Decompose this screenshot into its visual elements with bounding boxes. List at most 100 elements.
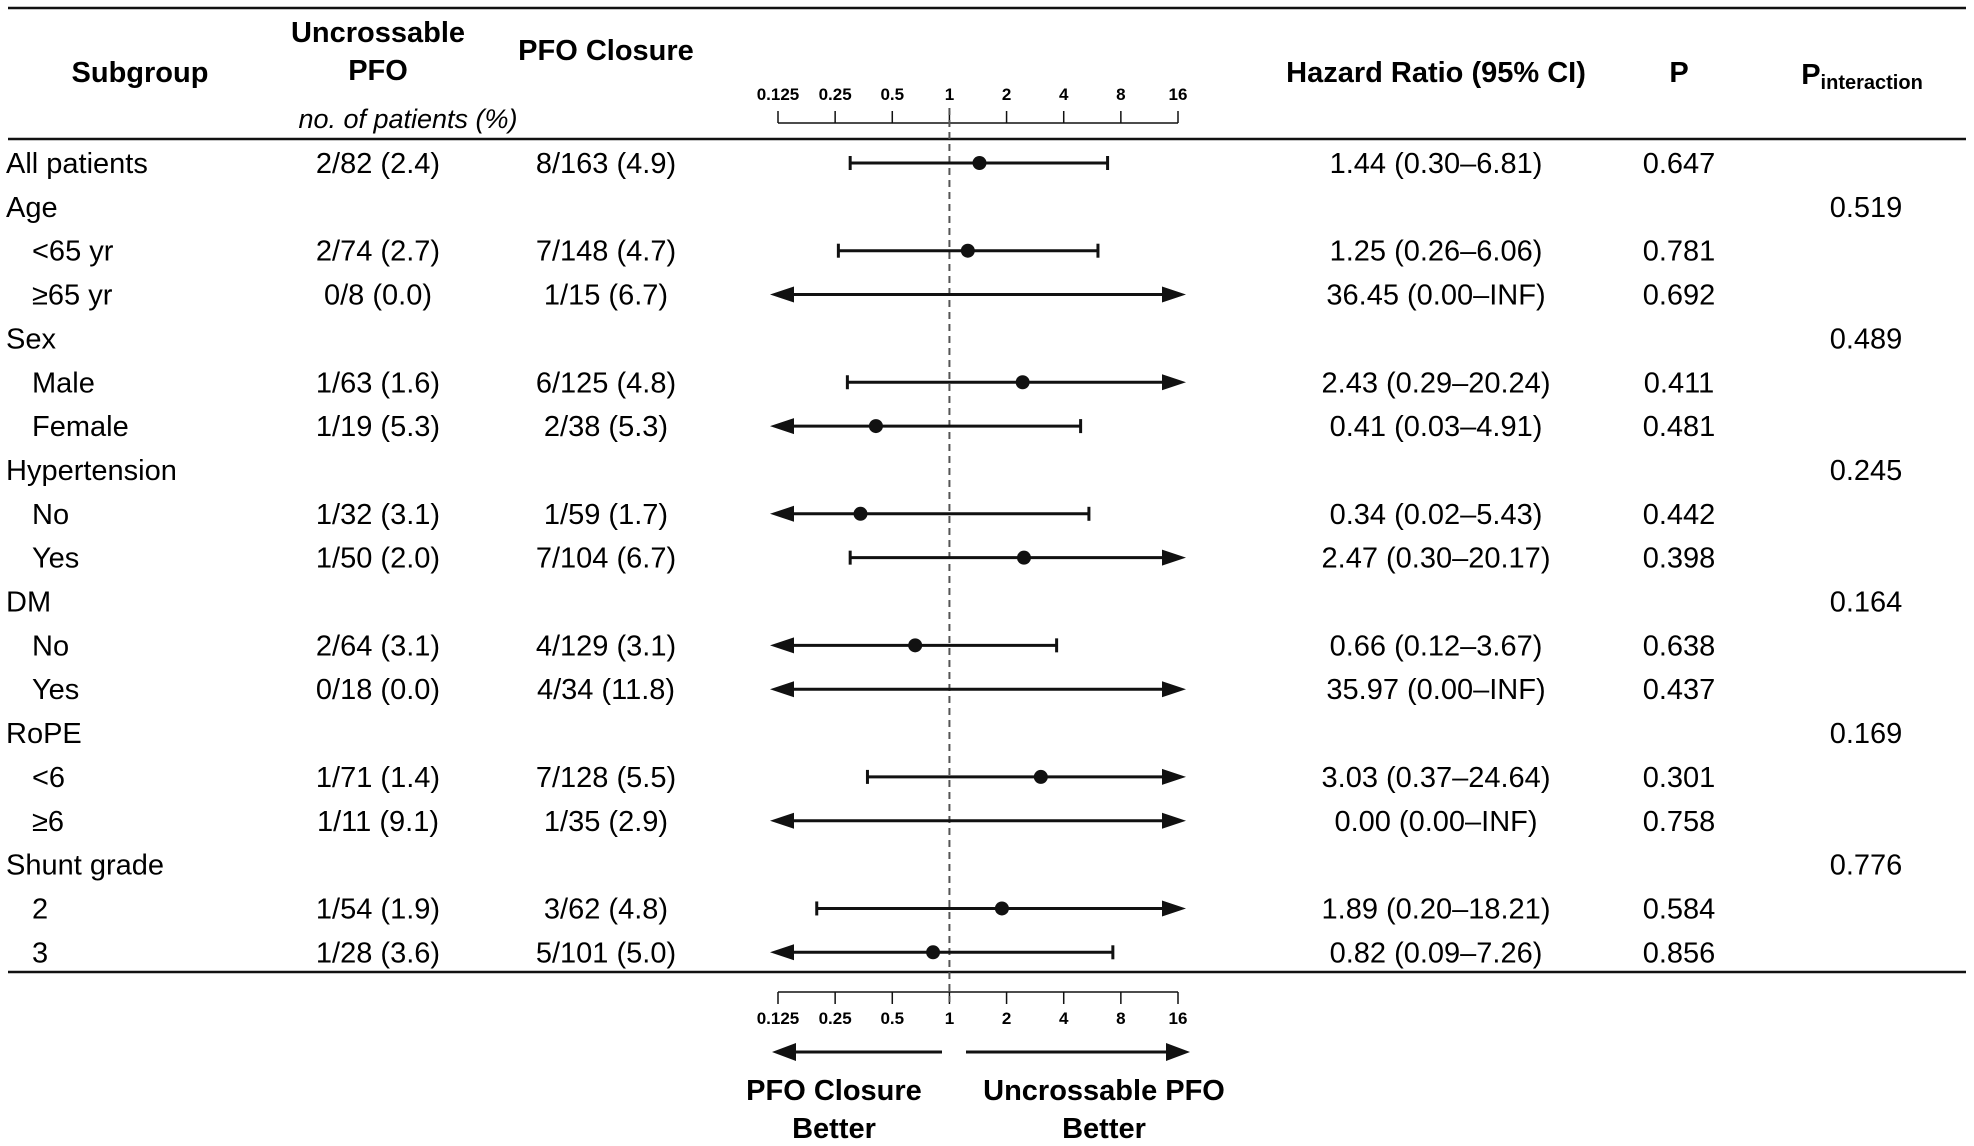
- uncrossable-value: 1/19 (5.3): [316, 411, 440, 443]
- point-estimate: [994, 901, 1009, 916]
- closure-value: 7/104 (6.7): [536, 543, 676, 575]
- table-row: All patients 2/82 (2.4) 8/163 (4.9) 1.44 (0…: [6, 148, 1715, 180]
- table-row: No 2/64 (3.1) 4/129 (3.1) 0.66 (0.12–3.67) 0…: [32, 630, 1715, 662]
- p-value: 0.647: [1643, 148, 1716, 180]
- header-p-interaction-main: P: [1801, 59, 1820, 91]
- right-direction-label-line2: Better: [1062, 1113, 1146, 1145]
- row-label: RoPE: [6, 718, 82, 750]
- closure-value: 8/163 (4.9): [536, 148, 676, 180]
- ci-right-arrowhead: [1162, 900, 1186, 917]
- row-label: ≥65 yr: [32, 280, 113, 312]
- closure-value: 7/148 (4.7): [536, 236, 676, 268]
- hazard-ratio-value: 0.34 (0.02–5.43): [1330, 499, 1543, 531]
- closure-value: 4/129 (3.1): [536, 630, 676, 662]
- row-label: No: [32, 630, 69, 662]
- bottom-axis: 0.125 0.25 0.5 1 2 4 8 16: [757, 991, 1187, 1028]
- p-value: 0.437: [1643, 674, 1716, 706]
- p-value: 0.481: [1643, 411, 1716, 443]
- table-row: Hypertension 0.245: [6, 455, 1902, 487]
- uncrossable-value: 1/54 (1.9): [316, 893, 440, 925]
- uncrossable-value: 1/63 (1.6): [316, 367, 440, 399]
- point-estimate: [868, 419, 883, 434]
- p-interaction-value: 0.164: [1830, 587, 1903, 619]
- table-rows: All patients 2/82 (2.4) 8/163 (4.9) 1.44 (0…: [6, 148, 1902, 969]
- uncrossable-value: 0/8 (0.0): [324, 280, 432, 312]
- point-estimate: [926, 945, 941, 960]
- uncrossable-value: 2/82 (2.4): [316, 148, 440, 180]
- table-row: No 1/32 (3.1) 1/59 (1.7) 0.34 (0.02–5.43) 0.…: [32, 499, 1715, 531]
- row-label: Hypertension: [6, 455, 177, 487]
- top-axis-tick-label: 16: [1169, 85, 1188, 104]
- closure-value: 5/101 (5.0): [536, 937, 676, 969]
- table-row: Age 0.519: [6, 192, 1902, 224]
- bottom-axis-tick-label: 4: [1059, 1009, 1069, 1028]
- table-row: RoPE 0.169: [6, 718, 1902, 750]
- table-header: Subgroup Uncrossable PFO PFO Closure no.…: [72, 17, 1923, 134]
- table-row: 3 1/28 (3.6) 5/101 (5.0) 0.82 (0.09–7.26) 0.…: [32, 937, 1715, 969]
- table-row: DM 0.164: [6, 587, 1902, 619]
- closure-value: 7/128 (5.5): [536, 762, 676, 794]
- header-subgroup: Subgroup: [72, 57, 209, 89]
- row-label: ≥6: [32, 806, 64, 838]
- point-estimate: [908, 638, 923, 653]
- p-interaction-value: 0.169: [1830, 718, 1903, 750]
- row-label: Yes: [32, 674, 79, 706]
- header-patients-note: no. of patients (%): [298, 104, 517, 134]
- header-p-interaction-sub: interaction: [1821, 72, 1923, 94]
- row-label: 3: [32, 937, 48, 969]
- header-uncrossable-line2: PFO: [348, 55, 408, 87]
- p-value: 0.442: [1643, 499, 1716, 531]
- hazard-ratio-value: 35.97 (0.00–INF): [1326, 674, 1545, 706]
- bottom-axis-tick-label: 0.125: [757, 1009, 800, 1028]
- p-value: 0.781: [1643, 236, 1716, 268]
- row-label: <65 yr: [32, 236, 114, 268]
- point-estimate: [960, 243, 975, 258]
- right-direction-label-line1: Uncrossable PFO: [983, 1075, 1225, 1107]
- point-estimate: [1016, 550, 1031, 565]
- point-estimate: [1033, 769, 1048, 784]
- table-row: Yes 1/50 (2.0) 7/104 (6.7) 2.47 (0.30–20.17…: [32, 543, 1715, 575]
- p-value: 0.856: [1643, 937, 1716, 969]
- ci-left-arrowhead: [770, 944, 794, 961]
- hazard-ratio-value: 0.00 (0.00–INF): [1334, 806, 1537, 838]
- top-axis-tick-label: 8: [1116, 85, 1125, 104]
- table-row: Yes 0/18 (0.0) 4/34 (11.8) 35.97 (0.00–INF)…: [32, 674, 1715, 706]
- top-axis-tick-label: 4: [1059, 85, 1069, 104]
- hazard-ratio-value: 3.03 (0.37–24.64): [1322, 762, 1551, 794]
- bottom-axis-tick-label: 2: [1002, 1009, 1011, 1028]
- ci-left-arrowhead: [770, 812, 794, 829]
- uncrossable-value: 1/11 (9.1): [317, 806, 439, 838]
- row-label: Sex: [6, 323, 56, 355]
- ci-right-arrowhead: [1162, 549, 1186, 566]
- row-label: 2: [32, 893, 48, 925]
- p-value: 0.411: [1644, 367, 1714, 399]
- closure-value: 1/35 (2.9): [544, 806, 668, 838]
- row-label: Shunt grade: [6, 850, 164, 882]
- ci-left-arrowhead: [770, 505, 794, 522]
- right-direction-arrowhead: [1166, 1043, 1190, 1061]
- ci-right-arrowhead: [1162, 286, 1186, 303]
- row-label: Yes: [32, 543, 79, 575]
- table-row: Sex 0.489: [6, 323, 1902, 355]
- table-row: ≥65 yr 0/8 (0.0) 1/15 (6.7) 36.45 (0.00–INF…: [32, 280, 1715, 312]
- direction-labels: PFO Closure Better Uncrossable PFO Bette…: [746, 1043, 1225, 1145]
- p-value: 0.584: [1643, 893, 1716, 925]
- uncrossable-value: 2/74 (2.7): [316, 236, 440, 268]
- p-interaction-value: 0.245: [1830, 455, 1903, 487]
- hazard-ratio-value: 2.47 (0.30–20.17): [1322, 543, 1551, 575]
- row-label: <6: [32, 762, 65, 794]
- closure-value: 6/125 (4.8): [536, 367, 676, 399]
- top-axis-tick-label: 0.125: [757, 85, 800, 104]
- closure-value: 4/34 (11.8): [537, 674, 675, 706]
- top-axis-tick-label: 0.5: [880, 85, 904, 104]
- p-value: 0.758: [1643, 806, 1716, 838]
- p-value: 0.638: [1643, 630, 1716, 662]
- header-hazard-ratio: Hazard Ratio (95% CI): [1286, 57, 1586, 89]
- uncrossable-value: 1/28 (3.6): [316, 937, 440, 969]
- ci-right-arrowhead: [1162, 374, 1186, 391]
- uncrossable-value: 2/64 (3.1): [316, 630, 440, 662]
- point-estimate: [853, 506, 868, 521]
- bottom-axis-tick-label: 8: [1116, 1009, 1125, 1028]
- bottom-axis-tick-label: 0.5: [880, 1009, 904, 1028]
- row-label: Male: [32, 367, 95, 399]
